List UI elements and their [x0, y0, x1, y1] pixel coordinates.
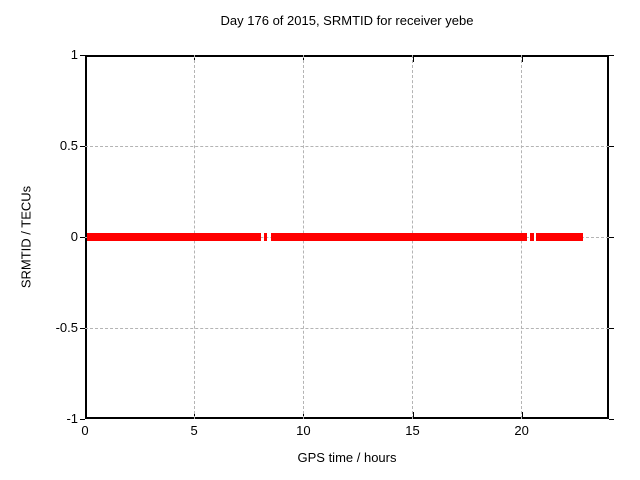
x-axis-label: GPS time / hours	[297, 450, 397, 465]
chart-title: Day 176 of 2015, SRMTID for receiver yeb…	[220, 13, 474, 28]
y-tick-mark-right	[609, 55, 614, 56]
x-tick-label: 15	[405, 423, 420, 438]
plot-area	[85, 55, 609, 419]
x-tick-mark-top	[303, 57, 305, 62]
y-tick-label: -0.5	[55, 320, 78, 335]
data-segment	[535, 233, 583, 241]
y-tick-mark-left	[80, 237, 85, 238]
y-tick-mark-left	[80, 55, 85, 56]
x-tick-mark-top	[521, 57, 523, 62]
x-tick-label: 20	[514, 423, 529, 438]
x-tick-mark-top	[412, 57, 414, 62]
y-tick-mark-right	[609, 419, 614, 420]
y-tick-label: 0.5	[59, 138, 78, 153]
x-tick-label: 5	[190, 423, 198, 438]
y-tick-mark-right	[609, 237, 614, 238]
x-tick-mark-bottom	[412, 412, 414, 417]
x-tick-label: 10	[296, 423, 311, 438]
x-tick-mark-bottom	[521, 412, 523, 417]
gridline-h	[85, 145, 609, 147]
y-tick-mark-left	[80, 328, 85, 329]
y-tick-label: 0	[70, 229, 78, 244]
data-segment	[270, 233, 528, 241]
data-segment	[87, 233, 261, 241]
x-tick-mark-bottom	[303, 412, 305, 417]
x-tick-mark-top	[194, 57, 196, 62]
y-tick-mark-right	[609, 146, 614, 147]
gridline-h	[85, 327, 609, 329]
y-tick-label: 1	[70, 47, 78, 62]
x-tick-mark-bottom	[194, 412, 196, 417]
data-segment	[530, 233, 534, 241]
y-tick-mark-right	[609, 328, 614, 329]
data-segment	[264, 233, 268, 241]
x-tick-label: 0	[81, 423, 89, 438]
y-tick-label: -1	[66, 411, 78, 426]
y-tick-mark-left	[80, 146, 85, 147]
y-tick-mark-left	[80, 419, 85, 420]
